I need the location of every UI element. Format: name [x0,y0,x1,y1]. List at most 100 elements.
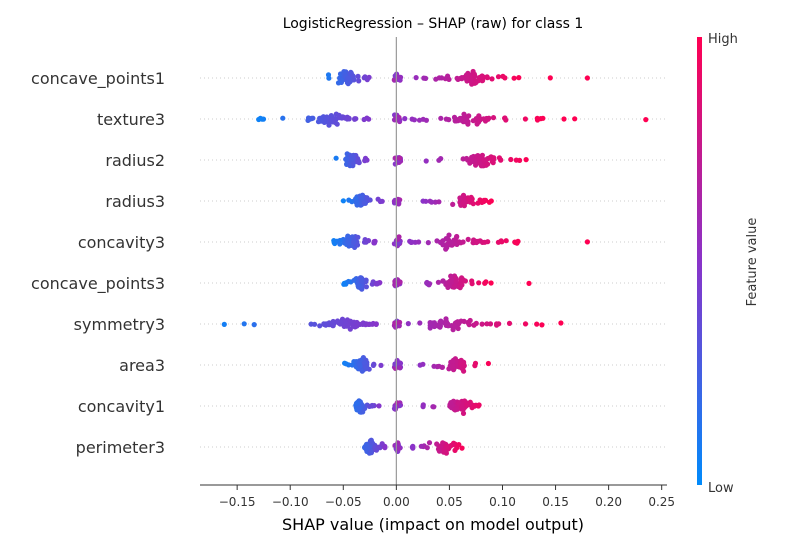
shap-point [345,75,351,81]
shap-point [356,78,362,84]
shap-point [326,75,332,81]
shap-point [373,281,379,287]
shap-point [368,437,374,443]
shap-point [426,440,433,446]
shap-point [476,155,482,161]
shap-point [425,240,431,246]
shap-point [312,321,318,327]
feature-label: perimeter3 [76,438,165,457]
shap-point [362,158,368,164]
shap-point [485,239,491,245]
shap-point [453,275,459,282]
shap-point [471,322,477,328]
shap-point [516,75,522,81]
shap-point [464,402,470,408]
shap-point [343,361,349,367]
shap-point [506,320,513,326]
x-axis-label: SHAP value (impact on model output) [282,515,584,534]
shap-point [472,360,479,366]
shap-point [461,368,467,374]
shap-point [443,316,449,322]
shap-point [363,364,369,370]
shap-point [443,236,449,242]
shap-point [508,156,514,163]
shap-point [436,157,442,163]
shap-point [418,443,424,449]
shap-point [349,362,355,368]
shap-point [479,321,485,327]
shap-point [361,75,367,81]
shap-point [354,322,360,328]
shap-point [397,319,403,325]
shap-point [336,115,343,121]
shap-point [482,280,488,286]
shap-point [584,239,591,245]
shap-point [405,321,411,327]
shap-point [305,117,311,123]
shap-point [584,75,591,81]
shap-point [503,238,509,244]
shap-point [461,362,467,368]
feature-label: texture3 [97,110,165,129]
shap-point [522,116,529,122]
shap-point [472,403,478,409]
shap-point [365,321,371,327]
shap-point [446,117,452,123]
shap-point [534,321,540,327]
shap-point [360,321,366,327]
shap-point [341,280,347,286]
shap-point [526,280,532,286]
shap-point [377,198,383,205]
shap-point [440,440,446,446]
shap-point [346,240,352,246]
shap-point [355,159,361,165]
shap-point [373,321,379,327]
shap-point [431,363,437,369]
shap-point [350,73,356,79]
shap-point [452,283,458,289]
shap-point [558,320,564,326]
shap-point [450,201,456,207]
shap-point [448,400,454,406]
shap-point [409,239,415,245]
feature-label: concave_points3 [31,274,165,294]
shap-point [369,281,375,287]
shap-point [221,321,227,327]
shap-point [498,238,504,244]
shap-point [317,323,323,329]
shap-point [355,73,361,79]
shap-point [256,116,262,123]
shap-point [321,321,327,327]
shap-point [364,195,370,201]
shap-point [488,280,494,286]
shap-point [394,116,400,122]
shap-point [423,198,429,204]
shap-point [358,276,364,282]
shap-point [643,117,649,123]
shap-point [511,75,517,81]
shap-point [515,238,521,244]
shap-point [481,157,487,163]
shap-point [417,320,423,326]
shap-point [429,199,435,205]
shap-point [450,363,456,369]
shap-point [354,202,360,208]
shap-point [424,445,430,451]
shap-point [397,155,403,161]
shap-point [357,363,363,369]
shap-point [490,115,497,121]
shap-point [392,155,398,161]
colorbar-gradient [697,37,702,485]
shap-point [352,116,358,122]
shap-point [464,155,470,162]
shap-point [485,360,491,367]
shap-point [459,445,465,451]
feature-rows: concave_points1 texture3 radius2 radius3 con… [31,69,667,457]
shap-point [494,321,500,327]
shap-point [335,318,341,324]
shap-point [466,196,472,202]
shap-point [364,445,370,452]
shap-point [356,283,362,289]
shap-point [474,121,480,127]
